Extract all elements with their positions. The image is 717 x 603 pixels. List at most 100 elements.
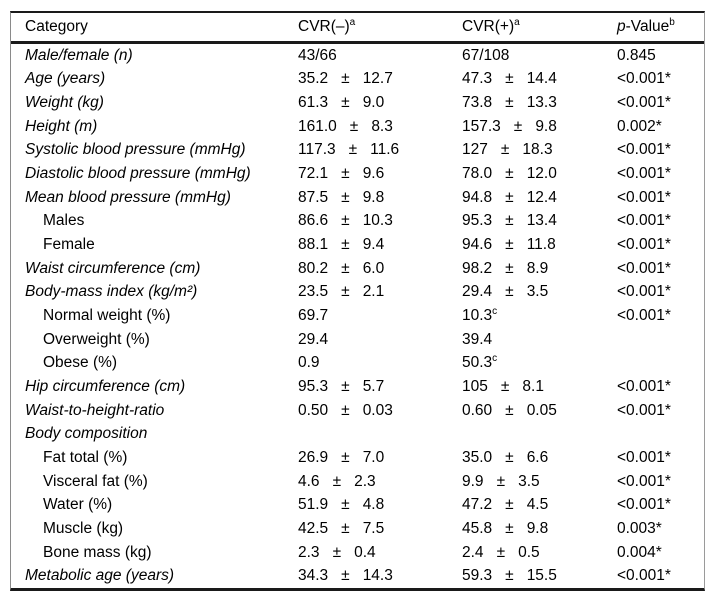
plus-minus-sign: ± (341, 401, 350, 419)
plus-minus-sign: ± (341, 496, 350, 514)
p-value-cell: <0.001* (617, 448, 671, 466)
cvr-positive-cell: 67/108 (462, 47, 617, 65)
cvr-positive-cell: 105 ±8.1 (462, 378, 617, 396)
p-value-cell: <0.001* (617, 70, 671, 88)
cvr-negative-cell-value: 61.3 (298, 94, 329, 112)
cvr-negative-cell-sd: 2.1 (362, 283, 385, 301)
category-cell: Age (years) (25, 70, 106, 88)
table-row: Normal weight (%) 69.7 10.3c <0.001* (11, 304, 704, 328)
cvr-positive-cell: 2.4 ±0.5 (462, 544, 617, 562)
cvr-positive-cell-sd: 3.5 (518, 472, 540, 490)
footnote-marker-b: b (669, 16, 675, 28)
cvr-negative-cell: 26.9 ±7.0 (298, 449, 462, 467)
footnote-marker-c: c (492, 353, 498, 365)
header-cvr-positive: CVR(+)a (462, 17, 617, 36)
cvr-negative-cell: 51.9 ±4.8 (298, 496, 462, 514)
cvr-positive-cell: 59.3 ±15.5 (462, 567, 617, 585)
cvr-negative-cell-value: 26.9 (298, 448, 329, 466)
table-row: Height (m) 161.0 ±8.3 157.3 ±9.8 0.002* (11, 115, 704, 139)
table-row: Male/female (n) 43/66 67/108 0.845 (11, 44, 704, 68)
table-row: Waist circumference (cm) 80.2 ±6.0 98.2 ±8.9… (11, 257, 704, 281)
cvr-negative-cell: 42.5 ±7.5 (298, 520, 462, 538)
header-cvr-negative: CVR(–)a (298, 16, 462, 36)
plus-minus-sign: ± (341, 165, 350, 183)
cvr-negative-cell-sd: 9.4 (362, 236, 385, 254)
cvr-negative-cell-value: 72.1 (298, 165, 329, 183)
cvr-negative-cell: 69.7 (298, 307, 462, 325)
cvr-positive-cell-sd: 4.5 (526, 496, 549, 514)
category-cell: Fat total (%) (43, 448, 128, 466)
cvr-negative-cell: 80.2 ±6.0 (298, 260, 462, 278)
p-value-cell: <0.001* (617, 236, 671, 254)
cvr-positive-cell-sd: 18.3 (522, 141, 553, 159)
plus-minus-sign: ± (341, 188, 350, 206)
cvr-negative-cell-sd: 9.0 (362, 94, 385, 112)
table-row: Overweight (%) 29.4 39.4 (11, 328, 704, 352)
plus-minus-sign: ± (505, 283, 514, 301)
table-row: Diastolic blood pressure (mmHg) 72.1 ±9.6 7… (11, 162, 704, 186)
header-p-italic: p (617, 18, 626, 35)
plus-minus-sign: ± (341, 283, 350, 301)
plus-minus-sign: ± (348, 141, 358, 159)
header-cvr-negative-label: CVR(–) (298, 18, 350, 35)
category-cell: Normal weight (%) (43, 307, 171, 325)
cvr-negative-cell-sd: 9.6 (362, 165, 385, 183)
cvr-negative-cell: 35.2 ±12.7 (298, 70, 462, 88)
table-body: Male/female (n) 43/66 67/108 0.845 Age (year… (11, 44, 704, 588)
category-cell: Body composition (25, 425, 148, 443)
table-header: Category CVR(–)a CVR(+)a p-Valueb (11, 13, 704, 44)
cvr-negative-cell: 72.1 ±9.6 (298, 165, 462, 183)
p-value-cell: <0.001* (617, 307, 671, 325)
cvr-positive-cell: 0.60 ±0.05 (462, 402, 617, 420)
p-value-cell: <0.001* (617, 472, 671, 490)
cvr-positive-cell: 35.0 ±6.6 (462, 449, 617, 467)
table-row: Female 88.1 ±9.4 94.6 ±11.8 <0.001* (11, 233, 704, 257)
cvr-negative-cell-value: 43/66 (298, 46, 337, 64)
cvr-negative-cell-sd: 9.8 (362, 188, 385, 206)
cvr-negative-cell: 29.4 (298, 331, 462, 349)
cvr-positive-cell-sd: 12.4 (526, 188, 557, 206)
cvr-negative-cell-sd: 7.0 (362, 448, 385, 466)
cvr-positive-cell-sd: 8.9 (526, 259, 549, 277)
cvr-negative-cell: 34.3 ±14.3 (298, 567, 462, 585)
cvr-negative-cell-sd: 11.6 (370, 141, 400, 159)
table-row: Weight (kg) 61.3 ±9.0 73.8 ±13.3 <0.001* (11, 91, 704, 115)
table-row: Visceral fat (%) 4.6 ±2.3 9.9 ±3.5 <0.001* (11, 470, 704, 494)
plus-minus-sign: ± (505, 519, 514, 537)
cvr-positive-cell: 29.4 ±3.5 (462, 283, 617, 301)
p-value-cell: 0.002* (617, 117, 662, 135)
cvr-negative-cell-sd: 8.3 (371, 117, 393, 135)
cvr-positive-cell-value: 127 (462, 141, 488, 159)
plus-minus-sign: ± (496, 472, 506, 490)
cvr-positive-cell: 78.0 ±12.0 (462, 165, 617, 183)
cvr-negative-cell-sd: 10.3 (362, 212, 393, 230)
p-value-cell: <0.001* (617, 283, 671, 301)
cvr-negative-cell-sd: 7.5 (362, 519, 385, 537)
category-cell: Visceral fat (%) (43, 472, 148, 490)
cvr-positive-cell-value: 2.4 (462, 543, 484, 561)
cvr-negative-cell-sd: 12.7 (362, 70, 393, 88)
plus-minus-sign: ± (332, 472, 342, 490)
category-cell: Muscle (kg) (43, 519, 124, 537)
plus-minus-sign: ± (505, 236, 514, 254)
category-cell: Weight (kg) (25, 94, 104, 112)
cvr-positive-cell: 50.3c (462, 354, 617, 372)
cvr-negative-cell-value: 0.9 (298, 354, 320, 372)
cvr-positive-cell-value: 59.3 (462, 567, 493, 585)
cvr-negative-cell: 95.3 ±5.7 (298, 378, 462, 396)
cvr-negative-cell-sd: 5.7 (362, 378, 385, 396)
cvr-positive-cell-value: 50.3 (462, 354, 493, 372)
p-value-cell: <0.001* (617, 212, 671, 230)
cvr-negative-cell-value: 23.5 (298, 283, 329, 301)
p-value-cell: 0.004* (617, 543, 662, 561)
category-cell: Males (43, 212, 85, 230)
table-row: Obese (%) 0.9 50.3c (11, 352, 704, 376)
p-value-cell: <0.001* (617, 259, 671, 277)
footnote-marker-a: a (349, 16, 356, 28)
cvr-negative-cell-value: 88.1 (298, 236, 329, 254)
table-row: Metabolic age (years) 34.3 ±14.3 59.3 ±15.5 <… (11, 564, 704, 588)
cvr-negative-cell-sd: 2.3 (354, 472, 376, 490)
cvr-positive-cell: 73.8 ±13.3 (462, 94, 617, 112)
cvr-negative-cell: 87.5 ±9.8 (298, 189, 462, 207)
table-row: Mean blood pressure (mmHg) 87.5 ±9.8 94.8 ±1… (11, 186, 704, 210)
